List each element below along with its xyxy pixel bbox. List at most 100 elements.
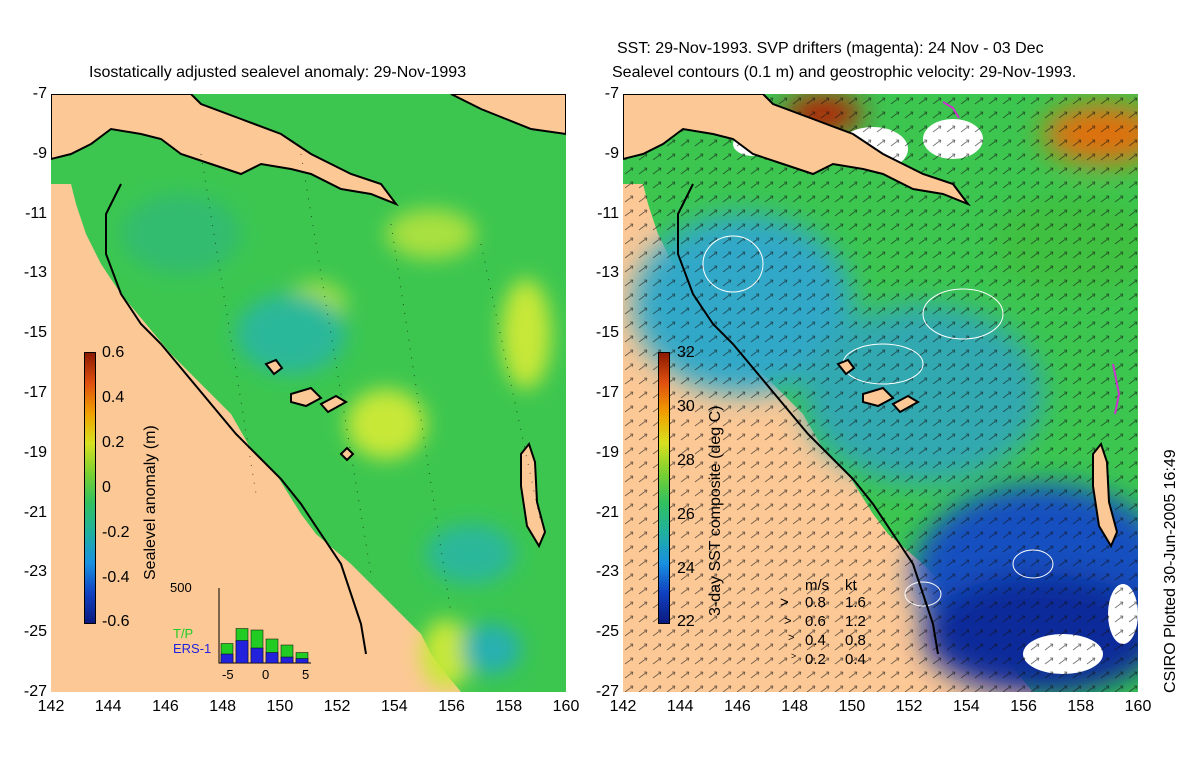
histogram-xtick: 0 [262, 667, 270, 682]
x-axis-tick: 148 [209, 698, 236, 715]
histogram-bar-ers [250, 647, 264, 664]
y-axis-tick: -17 [23, 384, 47, 401]
sealevel-cbar-tick: -0.6 [102, 613, 130, 630]
velocity-legend-kt: 0.8 [845, 632, 866, 649]
histogram-ymax: 500 [170, 580, 192, 595]
histogram-bar-ers [235, 640, 249, 664]
y-axis-tick: -11 [25, 204, 47, 222]
x-axis-tick: 150 [266, 698, 294, 715]
x-axis-tick: 142 [609, 698, 637, 715]
y-axis-tick: -27 [595, 683, 619, 700]
right-map-title-line2: Sealevel contours (0.1 m) and geostrophi… [612, 64, 1077, 81]
velocity-legend-ms: 0.8 [805, 594, 826, 611]
x-axis-tick: 156 [438, 698, 465, 715]
velocity-legend-kt: 1.2 [845, 613, 866, 630]
histogram-bar-ers [280, 656, 294, 664]
sealevel-cbar-label: Sealevel anomaly (m) [142, 425, 159, 580]
sst-cbar-label: 3-day SST composite (deg C) [707, 405, 724, 616]
sealevel-cbar-tick: 0 [102, 479, 111, 496]
x-axis-tick: 144 [94, 698, 122, 715]
velocity-legend-ms: 0.2 [805, 651, 826, 668]
y-axis-tick: -25 [23, 623, 47, 641]
y-axis-tick: -9 [604, 144, 619, 162]
histogram-xtick: 5 [302, 667, 310, 682]
sst-shelf-contour [677, 183, 939, 655]
sealevel-cbar-tick: 0.6 [102, 344, 125, 361]
y-axis-tick: -7 [32, 85, 47, 102]
sst-cbar-tick: 24 [677, 560, 695, 577]
x-axis-tick: 142 [37, 698, 65, 715]
x-axis-tick: 154 [380, 698, 408, 715]
anomaly-blobs [121, 194, 551, 689]
sealevel-anomaly-map [51, 94, 566, 692]
histogram-bar-ers [265, 652, 279, 664]
left-map-title: Isostatically adjusted sealevel anomaly:… [89, 64, 467, 81]
y-axis-tick: -21 [23, 503, 47, 521]
y-axis-tick: -23 [23, 563, 47, 581]
x-axis-tick: 148 [781, 698, 808, 715]
y-axis-tick: -17 [595, 384, 619, 401]
new-guinea-coast [51, 94, 399, 207]
x-axis-tick: 156 [1010, 698, 1037, 715]
velocity-legend-header-ms: m/s [805, 577, 830, 594]
velocity-legend-kt: 1.6 [845, 594, 866, 611]
shelf-contour [105, 183, 367, 655]
x-axis-tick: 158 [495, 698, 523, 715]
velocity-legend-header-kt: kt [845, 577, 857, 594]
histogram-xtick: -5 [222, 667, 234, 682]
svp-drifter-tracks [942, 101, 1121, 415]
sst-new-guinea-coast [623, 94, 971, 207]
new-guinea-east [450, 94, 566, 136]
sealevel-cbar-tick: -0.4 [102, 569, 130, 586]
x-axis-tick: 152 [895, 698, 923, 715]
sealevel-cbar-tick: 0.2 [102, 434, 125, 451]
x-axis-tick: 160 [1124, 698, 1152, 715]
velocity-arrow-icon: > [791, 651, 797, 661]
velocity-arrow-icon: > [780, 594, 789, 611]
x-axis-tick: 154 [952, 698, 980, 715]
sst-cbar-tick: 26 [677, 506, 695, 523]
y-axis-tick: -27 [23, 683, 47, 700]
x-axis-tick: 144 [666, 698, 694, 715]
velocity-legend-ms: 0.6 [805, 613, 826, 630]
y-axis-tick: -7 [604, 85, 619, 102]
sst-cbar-tick: 28 [677, 452, 695, 469]
histogram-legend-tp: T/P [173, 626, 194, 641]
y-axis-tick: -11 [597, 204, 619, 222]
sealevel-cbar-tick: 0.4 [102, 389, 125, 406]
histogram-legend-ers: ERS-1 [173, 641, 212, 656]
sst-cbar-tick: 32 [677, 344, 695, 361]
histogram-inset [218, 588, 311, 664]
right-map-title-line1: SST: 29-Nov-1993. SVP drifters (magenta)… [617, 40, 1044, 57]
histogram-bar-ers [220, 653, 234, 664]
sst-map-svg [623, 94, 1138, 692]
sst-reef-islands [836, 358, 1119, 549]
y-axis-tick: -15 [23, 324, 47, 342]
y-axis-tick: -15 [595, 324, 619, 342]
sealevel-cbar-tick: -0.2 [102, 524, 130, 541]
y-axis-tick: -25 [595, 623, 619, 641]
sst-map [623, 94, 1138, 692]
y-axis-tick: -19 [23, 443, 47, 461]
x-axis-tick: 146 [152, 698, 179, 715]
credit-text: CSIRO Plotted 30-Jun-2005 16:49 [1162, 449, 1179, 693]
y-axis-tick: -21 [595, 503, 619, 521]
velocity-arrow-icon: > [784, 613, 792, 628]
sealevel-map-svg [51, 94, 566, 692]
y-axis-tick: -13 [595, 264, 619, 282]
x-axis-tick: 160 [552, 698, 580, 715]
velocity-arrow-icon: > [788, 632, 795, 644]
y-axis-tick: -19 [595, 443, 619, 461]
sealevel-colorbar [84, 352, 96, 624]
histogram-bar-ers [295, 658, 309, 664]
x-axis-tick: 146 [724, 698, 751, 715]
y-axis-tick: -13 [23, 264, 47, 282]
velocity-legend-kt: 0.4 [845, 651, 866, 668]
velocity-legend-ms: 0.4 [805, 632, 826, 649]
y-axis-tick: -9 [32, 144, 47, 162]
y-axis-tick: -23 [595, 563, 619, 581]
sst-colorbar [658, 352, 670, 624]
sst-cbar-tick: 22 [677, 613, 695, 630]
sst-cbar-tick: 30 [677, 398, 695, 415]
x-axis-tick: 150 [838, 698, 866, 715]
